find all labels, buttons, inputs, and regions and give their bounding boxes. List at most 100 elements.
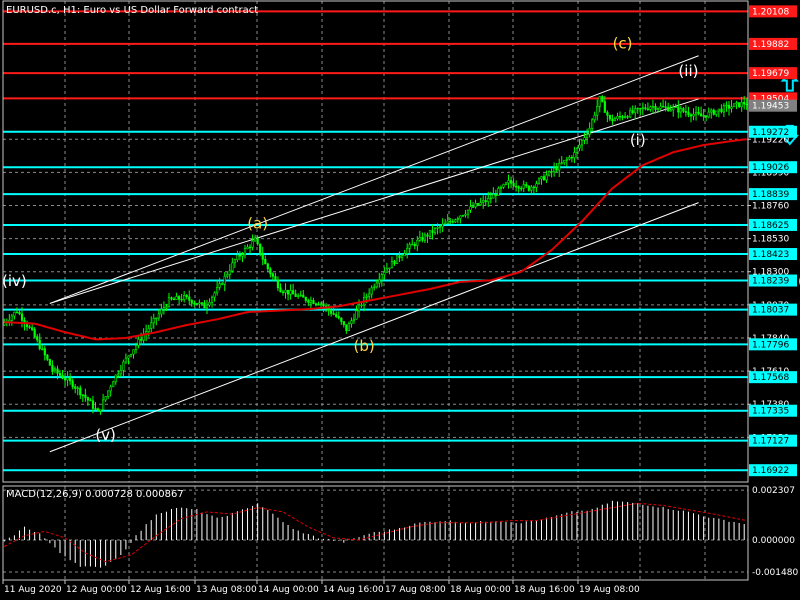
candle-body	[439, 226, 442, 228]
candle-body	[677, 106, 680, 113]
candle-body	[175, 296, 178, 300]
macd-frame	[2, 485, 749, 581]
candle-body	[117, 373, 120, 376]
candle-body	[162, 307, 166, 310]
candle-body	[127, 355, 130, 359]
candle-body	[276, 279, 280, 289]
candle-body	[743, 102, 746, 105]
candle-body	[388, 267, 391, 270]
main-grid	[2, 1, 748, 482]
candle-body	[725, 104, 728, 107]
candle-body	[231, 262, 234, 272]
candle-body	[707, 111, 710, 118]
candle-body	[692, 113, 695, 117]
candle-body	[69, 377, 72, 382]
price-level-label: 1.19272	[752, 128, 789, 138]
candle-body	[385, 268, 389, 273]
candle-body	[71, 380, 74, 388]
candle-body	[140, 338, 143, 341]
candle-body	[705, 115, 708, 118]
candle-body	[522, 184, 525, 189]
price-level-box	[749, 434, 797, 447]
candle-body	[129, 353, 133, 357]
candle-body	[203, 302, 206, 309]
candle-body	[525, 184, 528, 187]
candle-body	[482, 200, 485, 203]
candle-body	[659, 106, 662, 109]
candle-body	[436, 227, 439, 229]
candle-body	[48, 359, 51, 366]
candle-body	[271, 273, 274, 277]
price-level-box	[749, 37, 797, 50]
candle-body	[134, 345, 138, 350]
candle-body	[497, 188, 500, 196]
price-axis: 1.19220 1.18990 1.18760 1.18530 1.18300 1.180…	[748, 5, 798, 578]
candle-body	[375, 282, 378, 288]
candle-body	[99, 409, 102, 412]
price-level-label: 1.18239	[752, 277, 789, 287]
candle-body	[730, 106, 733, 109]
candle-body	[347, 323, 350, 331]
candle-body	[578, 144, 581, 149]
candle-body	[446, 220, 449, 224]
candle-body	[269, 268, 272, 275]
time-tick-label: 14 Aug 00:00	[258, 585, 319, 595]
candle-body	[309, 300, 312, 303]
candle-body	[150, 322, 153, 329]
candle-body	[243, 248, 247, 256]
candle-body	[36, 336, 39, 341]
candle-body	[469, 206, 472, 211]
price-level-label: 1.17568	[752, 373, 789, 383]
candle-body	[593, 114, 596, 121]
candle-body	[550, 171, 553, 173]
candle-body	[314, 303, 318, 305]
candle-body	[553, 167, 556, 173]
candle-body	[178, 296, 181, 300]
candle-body	[700, 113, 703, 117]
candle-body	[474, 203, 477, 208]
candle-body	[613, 118, 617, 122]
candle-body	[583, 137, 586, 141]
candle-body	[284, 289, 287, 293]
candle-body	[107, 390, 110, 397]
candle-body	[51, 364, 54, 371]
price-tick-label: 1.19220	[752, 135, 789, 145]
candle-body	[198, 302, 201, 305]
candle-body	[340, 317, 343, 322]
candle-body	[710, 109, 713, 113]
candle-body	[634, 108, 637, 113]
candle-body	[656, 108, 660, 110]
candle-body	[532, 186, 535, 189]
candle-body	[160, 309, 163, 315]
candle-body	[335, 314, 338, 317]
macd-panel	[3, 500, 747, 568]
candle-body	[732, 103, 736, 108]
candle-body	[547, 171, 551, 176]
price-level-lines[interactable]	[3, 10, 748, 472]
candle-body	[603, 101, 606, 113]
candle-body	[527, 185, 530, 191]
candle-body	[565, 158, 568, 161]
candle-body	[517, 186, 520, 189]
candle-body	[38, 339, 41, 349]
candle-body	[185, 295, 188, 298]
wave-label: (iv)	[2, 272, 27, 290]
candle-body	[274, 276, 277, 281]
candle-body	[294, 293, 297, 297]
price-level-box	[749, 125, 797, 138]
candle-body	[641, 107, 644, 110]
price-level-label: 1.17127	[752, 437, 789, 447]
time-tick-label: 19 Aug 08:00	[579, 585, 640, 595]
candle-body	[373, 286, 376, 289]
candle-body	[94, 408, 97, 410]
candle-body	[221, 283, 224, 285]
wave-label: (i)	[630, 131, 646, 149]
price-level-box	[749, 161, 797, 174]
candle-body	[504, 182, 508, 185]
macd-title: MACD(12,26,9) 0.000728 0.000867	[6, 489, 184, 500]
candle-body	[591, 119, 594, 129]
price-level-label: 1.18423	[752, 250, 789, 260]
candle-body	[378, 279, 381, 284]
price-level-box	[749, 303, 797, 316]
